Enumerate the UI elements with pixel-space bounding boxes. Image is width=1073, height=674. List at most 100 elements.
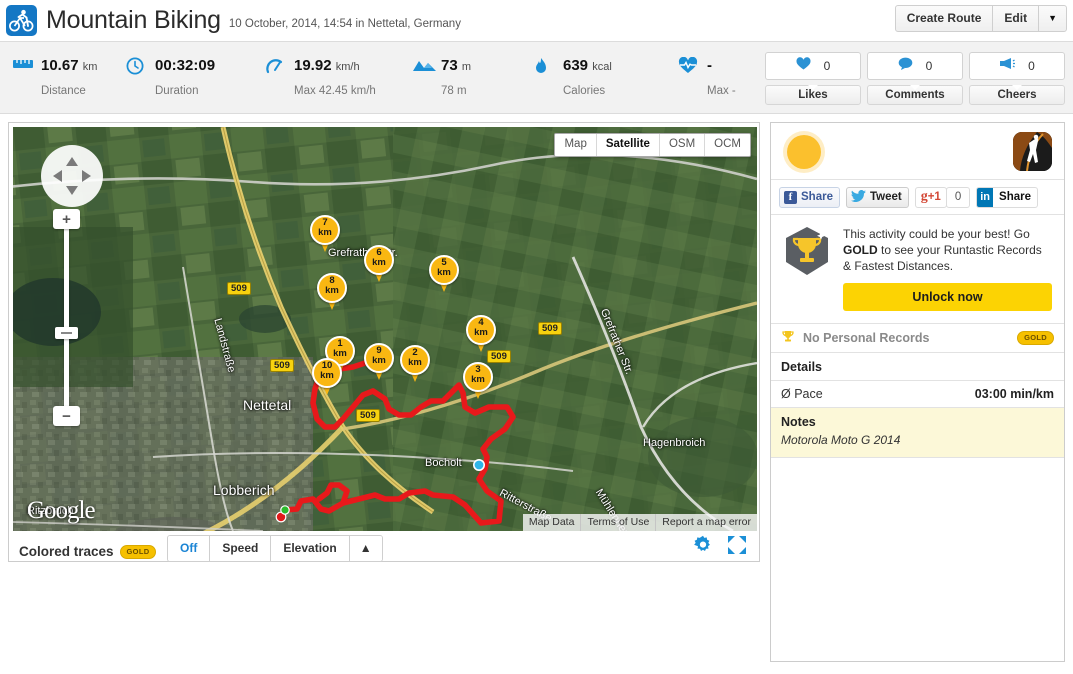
km-marker-number: 3 <box>475 364 481 375</box>
personal-records-row: No Personal Records GOLD <box>771 324 1064 353</box>
twitter-tweet-button[interactable]: Tweet <box>845 186 909 208</box>
map-type-satellite[interactable]: Satellite <box>596 134 660 156</box>
map-tool-icons <box>693 535 747 560</box>
likes-button[interactable]: Likes <box>765 85 861 105</box>
km-marker[interactable]: 6 km <box>364 245 394 285</box>
road-shield: 509 <box>356 409 380 422</box>
map-label: Lobberich <box>213 482 275 498</box>
road-shield: 509 <box>487 350 511 363</box>
mountain-icon <box>412 57 436 77</box>
km-marker[interactable]: 5 km <box>429 255 459 295</box>
cheers-count-box[interactable]: 0 <box>969 52 1065 80</box>
stats-bar: 10.67 km Distance 00:32:09 Duration 19.9… <box>0 41 1073 114</box>
map-type-map[interactable]: Map <box>555 134 597 156</box>
zoom-slider-track[interactable] <box>64 215 69 413</box>
colored-traces-switcher: Off Speed Elevation ▲ <box>167 535 383 562</box>
km-marker[interactable]: 8 km <box>317 273 347 313</box>
stat-avg-speed: 19.92 km/h Max 42.45 km/h <box>265 57 376 97</box>
map-type-osm[interactable]: OSM <box>659 134 706 156</box>
clock-icon <box>126 57 148 77</box>
km-marker[interactable]: 4 km <box>466 315 496 355</box>
stat-label: Max 42.45 km/h <box>294 85 376 97</box>
gear-icon[interactable] <box>693 535 713 560</box>
comments-box: 0 Comments <box>867 52 963 105</box>
map-label: Nettetal <box>243 397 292 413</box>
colored-traces-label: Colored traces GOLD <box>19 544 157 559</box>
km-marker-number: 9 <box>376 345 382 356</box>
satellite-imagery <box>13 127 757 531</box>
stat-label: 78 m <box>441 85 467 97</box>
user-avatar[interactable] <box>1013 132 1052 171</box>
stat-value: 73 <box>441 57 458 74</box>
km-marker-unit: km <box>372 355 386 366</box>
km-marker-number: 5 <box>441 257 447 268</box>
fullscreen-icon[interactable] <box>727 535 747 560</box>
heart-icon <box>796 57 811 75</box>
likes-count-box[interactable]: 0 <box>765 52 861 80</box>
traces-collapse-button[interactable]: ▲ <box>349 536 382 561</box>
weather-row <box>771 123 1064 180</box>
km-marker[interactable]: 7 km <box>310 215 340 255</box>
stat-duration: 00:32:09 Duration <box>126 57 215 97</box>
map-label: Bocholt <box>425 457 462 469</box>
notes-body: Motorola Moto G 2014 <box>781 433 901 447</box>
stat-label: Max - <box>707 85 736 97</box>
details-row-value: 03:00 min/km <box>974 387 1054 401</box>
activity-subtitle: 10 October, 2014, 14:54 in Nettetal, Ger… <box>228 18 461 30</box>
linkedin-share-button[interactable]: in Share <box>976 186 1038 208</box>
km-marker[interactable]: 10 km <box>312 358 342 398</box>
stat-elevation: 73 m 78 m <box>412 57 471 97</box>
km-marker-unit: km <box>408 357 422 368</box>
stat-label: Calories <box>563 85 606 97</box>
google-plus-button[interactable]: g +1 <box>914 186 947 208</box>
km-marker-unit: km <box>333 348 347 359</box>
report-map-error-link[interactable]: Report a map error <box>655 514 757 531</box>
terms-of-use-link[interactable]: Terms of Use <box>580 514 655 531</box>
map-data-link[interactable]: Map Data <box>528 516 575 528</box>
pan-control[interactable] <box>41 145 103 207</box>
traces-elevation-button[interactable]: Elevation <box>271 536 350 561</box>
comment-icon <box>898 57 913 75</box>
stat-unit: m <box>461 61 472 73</box>
mountain-biking-icon <box>6 5 37 36</box>
zoom-in-button[interactable]: + <box>53 209 80 229</box>
chevron-down-icon[interactable]: ▼ <box>1048 13 1057 23</box>
stat-unit: km <box>82 61 98 73</box>
km-marker[interactable]: 3 km <box>463 362 493 402</box>
facebook-share-button[interactable]: f Share <box>779 186 840 208</box>
megaphone-icon <box>999 57 1016 75</box>
create-route-button[interactable]: Create Route <box>896 6 994 31</box>
heartrate-icon <box>678 56 700 77</box>
comments-count-box[interactable]: 0 <box>867 52 963 80</box>
km-marker[interactable]: 9 km <box>364 343 394 383</box>
notes-section: Notes Motorola Moto G 2014 <box>771 408 1064 458</box>
stat-value: - <box>707 57 712 74</box>
map-canvas[interactable]: Nettetal Lobberich Breyell Ritzbruch Boc… <box>13 127 757 531</box>
edit-button[interactable]: Edit <box>993 6 1040 31</box>
traces-speed-button[interactable]: Speed <box>210 536 272 561</box>
km-marker-unit: km <box>320 370 334 381</box>
comments-button[interactable]: Comments <box>867 85 963 105</box>
google-logo: Google <box>27 497 96 524</box>
traces-off-button[interactable]: Off <box>168 536 211 561</box>
km-marker[interactable]: 2 km <box>400 345 430 385</box>
trophy-small-icon <box>781 329 795 348</box>
road-shield: 509 <box>270 359 294 372</box>
stat-value: 19.92 <box>294 57 332 74</box>
map-type-ocm[interactable]: OCM <box>705 134 750 156</box>
km-marker-number: 10 <box>321 360 333 371</box>
details-header: Details <box>771 353 1064 381</box>
km-marker-unit: km <box>474 327 488 338</box>
speedo-icon <box>265 57 287 77</box>
cheers-button[interactable]: Cheers <box>969 85 1065 105</box>
zoom-slider-handle[interactable] <box>55 327 78 339</box>
cheers-box: 0 Cheers <box>969 52 1065 105</box>
unlock-now-button[interactable]: Unlock now <box>843 283 1052 311</box>
stat-value: 00:32:09 <box>155 57 216 74</box>
km-marker-number: 6 <box>376 247 382 258</box>
twitter-icon <box>850 189 866 205</box>
km-marker-number: 1 <box>337 338 343 349</box>
likes-box: 0 Likes <box>765 52 861 105</box>
social-counters: 0 Likes 0 Comments 0 <box>765 52 1065 105</box>
zoom-out-button[interactable]: − <box>53 406 80 426</box>
